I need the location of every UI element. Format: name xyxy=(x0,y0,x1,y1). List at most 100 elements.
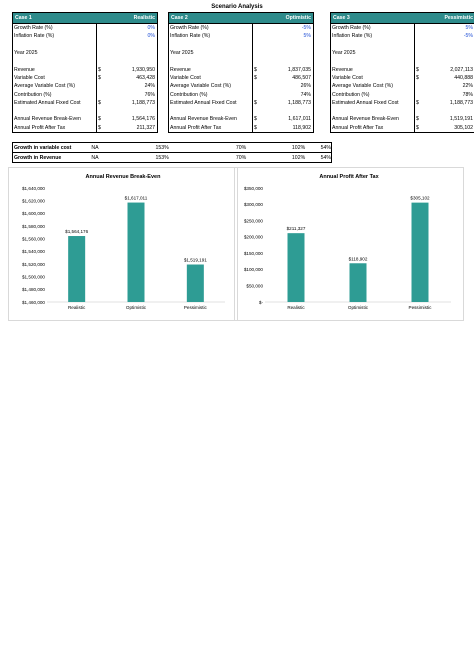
case-row: Average Variable Cost (%) 22% xyxy=(331,82,474,91)
case-header: Case 3 Pessimistic xyxy=(331,13,474,24)
currency-symbol: $ xyxy=(96,65,106,74)
row-value: 0% xyxy=(96,24,157,33)
case-row: Revenue $1,930,950 xyxy=(13,65,157,74)
y-tick-label: $250,000 xyxy=(244,218,264,223)
growth-table: Growth in variable cost NA 153% 70% 102%… xyxy=(12,142,332,163)
case-row: Inflation Rate (%) 0% xyxy=(13,32,157,41)
row-value: 1,837,035 xyxy=(287,66,311,73)
y-tick-label: $1,480,000 xyxy=(22,287,45,292)
row-label: Estimated Annual Fixed Cost xyxy=(332,99,399,106)
case-row: Contribution (%) 76% xyxy=(13,90,157,99)
row-value: 211,327 xyxy=(136,124,155,131)
row-label: Revenue xyxy=(14,66,35,73)
data-label: $305,102 xyxy=(410,196,430,201)
growth-row-label: Growth in Revenue xyxy=(14,154,62,161)
case-1-table: Case 1 Realistic Growth Rate (%) 0% Inflatio… xyxy=(12,12,158,133)
row-label: Growth Rate (%) xyxy=(170,25,209,32)
case-row: Annual Profit After Tax $305,102 xyxy=(331,123,474,132)
year-row: Year 2025 xyxy=(169,48,313,58)
row-value: 305,102 xyxy=(454,124,473,131)
row-value: 22% xyxy=(414,82,474,91)
currency-symbol: $ xyxy=(96,73,106,83)
case-row: Growth Rate (%) 5% xyxy=(331,24,474,33)
y-tick-label: $1,580,000 xyxy=(22,224,45,229)
category-label: Realistic xyxy=(287,305,305,310)
data-label: $118,902 xyxy=(349,256,368,261)
currency-symbol: $ xyxy=(414,73,424,83)
y-tick-label: $1,560,000 xyxy=(22,236,45,241)
row-value: 24% xyxy=(96,82,157,91)
case-row: Estimated Annual Fixed Cost $1,188,773 xyxy=(331,98,474,107)
row-value: 463,428 xyxy=(136,74,155,81)
currency-symbol: $ xyxy=(252,123,262,132)
year-label: Year 2025 xyxy=(332,50,356,57)
currency-symbol: $ xyxy=(252,73,262,83)
blank-row xyxy=(13,40,157,49)
row-value: 5% xyxy=(252,32,313,41)
y-tick-label: $150,000 xyxy=(244,251,264,256)
case-row: Inflation Rate (%) 5% xyxy=(169,32,313,41)
y-tick-label: $1,540,000 xyxy=(22,249,45,254)
year-label: Year 2025 xyxy=(14,50,38,57)
y-tick-label: $200,000 xyxy=(244,235,264,240)
row-value: -5% xyxy=(252,24,313,33)
row-label: Growth Rate (%) xyxy=(14,25,53,32)
row-label: Contribution (%) xyxy=(14,91,52,98)
case-row: Average Variable Cost (%) 26% xyxy=(169,82,313,91)
profit-after-tax-svg: Annual Profit After Tax $- $50,000 $100,000… xyxy=(244,174,451,310)
year-row: Year 2025 xyxy=(13,48,157,58)
row-value: 1,564,176 xyxy=(131,116,155,123)
row-label: Average Variable Cost (%) xyxy=(14,83,75,90)
row-label: Estimated Annual Fixed Cost xyxy=(170,99,237,106)
row-label: Estimated Annual Fixed Cost xyxy=(14,99,81,106)
row-label: Average Variable Cost (%) xyxy=(332,83,393,90)
row-value: 1,930,950 xyxy=(131,66,155,73)
revenue-breakeven-chart: Annual Revenue Break-Even $1,460,000 $1,48… xyxy=(8,167,238,321)
row-value: 1,188,773 xyxy=(449,99,473,106)
data-label: $211,327 xyxy=(287,226,306,231)
case-row: Estimated Annual Fixed Cost $1,188,773 xyxy=(13,98,157,107)
row-label: Annual Revenue Break-Even xyxy=(14,116,81,123)
case-row: Contribution (%) 78% xyxy=(331,90,474,99)
row-label: Annual Profit After Tax xyxy=(14,124,66,131)
blank-row xyxy=(331,40,474,49)
blank-row xyxy=(13,106,157,116)
currency-symbol: $ xyxy=(252,98,262,107)
row-value: 118,902 xyxy=(292,124,311,131)
y-tick-label: $1,620,000 xyxy=(22,198,45,203)
row-value: 486,507 xyxy=(292,74,311,81)
growth-na: NA xyxy=(91,144,99,151)
row-value: 76% xyxy=(96,90,157,99)
chart-title: Annual Profit After Tax xyxy=(319,174,379,180)
case-row: Growth Rate (%) 0% xyxy=(13,24,157,33)
currency-symbol: $ xyxy=(96,123,106,132)
row-value: 1,188,773 xyxy=(131,99,155,106)
case-scenario: Realistic xyxy=(133,15,155,21)
bar xyxy=(349,263,367,302)
row-value: 440,888 xyxy=(454,74,473,81)
profit-after-tax-chart: Annual Profit After Tax $- $50,000 $100,000… xyxy=(234,167,464,321)
row-label: Contribution (%) xyxy=(332,91,370,98)
y-tick-label: $100,000 xyxy=(244,267,264,272)
row-value: 1,519,191 xyxy=(449,116,473,123)
y-tick-label: $1,500,000 xyxy=(22,274,45,279)
currency-symbol: $ xyxy=(252,65,262,74)
data-label: $1,519,191 xyxy=(184,258,207,263)
case-row: Annual Revenue Break-Even $1,519,191 xyxy=(331,115,474,124)
row-value: 78% xyxy=(414,90,474,99)
growth-value: 102% xyxy=(291,154,306,161)
row-value: 74% xyxy=(252,90,313,99)
category-label: Pessimistic xyxy=(409,305,433,310)
case-row: Annual Revenue Break-Even $1,564,176 xyxy=(13,115,157,124)
currency-symbol: $ xyxy=(252,115,262,124)
year-row: Year 2025 xyxy=(331,48,474,58)
y-tick-label: $1,600,000 xyxy=(22,211,45,216)
growth-value: 153% xyxy=(155,144,169,151)
case-scenario: Pessimistic xyxy=(444,15,473,21)
case-name: Case 3 xyxy=(333,15,350,21)
data-label: $1,564,176 xyxy=(65,229,88,234)
category-label: Realistic xyxy=(68,305,86,310)
case-row: Variable Cost $440,888 xyxy=(331,73,474,83)
growth-value: 54% xyxy=(320,154,331,161)
bar xyxy=(68,236,86,302)
